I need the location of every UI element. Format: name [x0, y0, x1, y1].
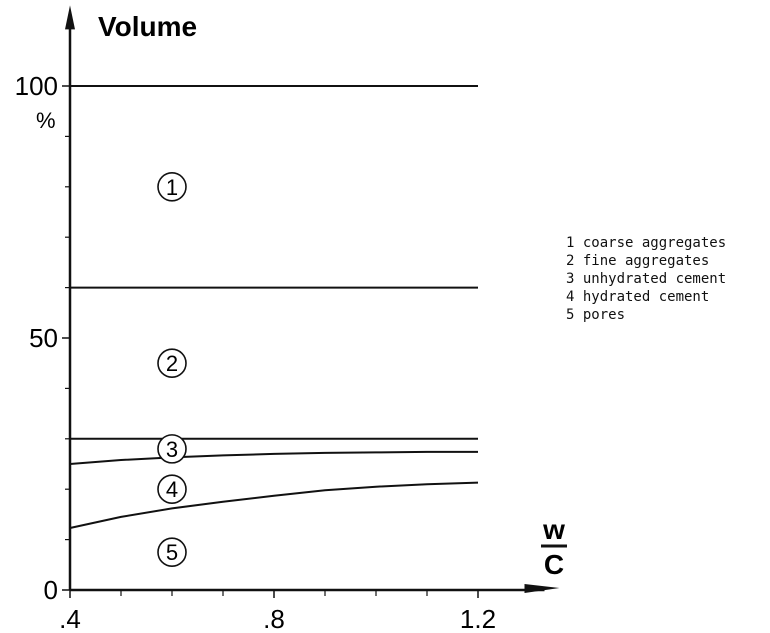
- region-circle: [157, 474, 187, 505]
- legend-item: 1 coarse aggregates: [566, 235, 727, 251]
- x-axis-label-denominator: C: [544, 549, 564, 580]
- axes: [65, 5, 560, 593]
- y-axis-title: Volume: [98, 11, 197, 42]
- region-number: 3: [166, 437, 178, 462]
- legend-item: 3 unhydrated cement: [566, 271, 727, 287]
- region-number: 4: [166, 477, 178, 502]
- region-labels: 1 2 3 4 5: [157, 172, 187, 568]
- region-number: 5: [166, 540, 178, 565]
- region-number: 2: [166, 351, 178, 376]
- x-tick-label: .8: [263, 604, 285, 633]
- region-circle: [157, 172, 187, 202]
- legend-item: 2 fine aggregates: [566, 253, 710, 269]
- x-axis-arrow: [524, 584, 560, 593]
- ticks: 0 50 100 .4 .8 1.2: [15, 71, 496, 633]
- region-label: 4: [157, 474, 187, 505]
- region-label: 5: [157, 537, 187, 568]
- series-line-5: [69, 481, 479, 529]
- y-axis-arrow: [65, 5, 75, 30]
- legend: 1 coarse aggregates 2 fine aggregates 3 …: [566, 234, 726, 324]
- legend-item: 4 hydrated cement: [566, 289, 710, 305]
- y-tick-label: 100: [15, 71, 58, 101]
- region-label: 1: [157, 172, 187, 202]
- region-label: 2: [157, 348, 187, 379]
- y-tick-label: 50: [29, 323, 58, 353]
- x-axis-label-numerator: w: [542, 514, 565, 545]
- x-tick-label: 1.2: [460, 604, 496, 633]
- region-circle: [157, 348, 187, 379]
- region-circle: [157, 537, 187, 568]
- legend-item: 5 pores: [566, 307, 626, 323]
- y-axis-unit: %: [36, 108, 56, 133]
- region-label: 3: [157, 434, 187, 464]
- series-group: [69, 85, 479, 529]
- region-circle: [157, 434, 187, 464]
- series-line-4: [69, 450, 478, 465]
- y-tick-label: 0: [44, 575, 58, 605]
- x-tick-label: .4: [59, 604, 81, 633]
- region-number: 1: [166, 175, 178, 200]
